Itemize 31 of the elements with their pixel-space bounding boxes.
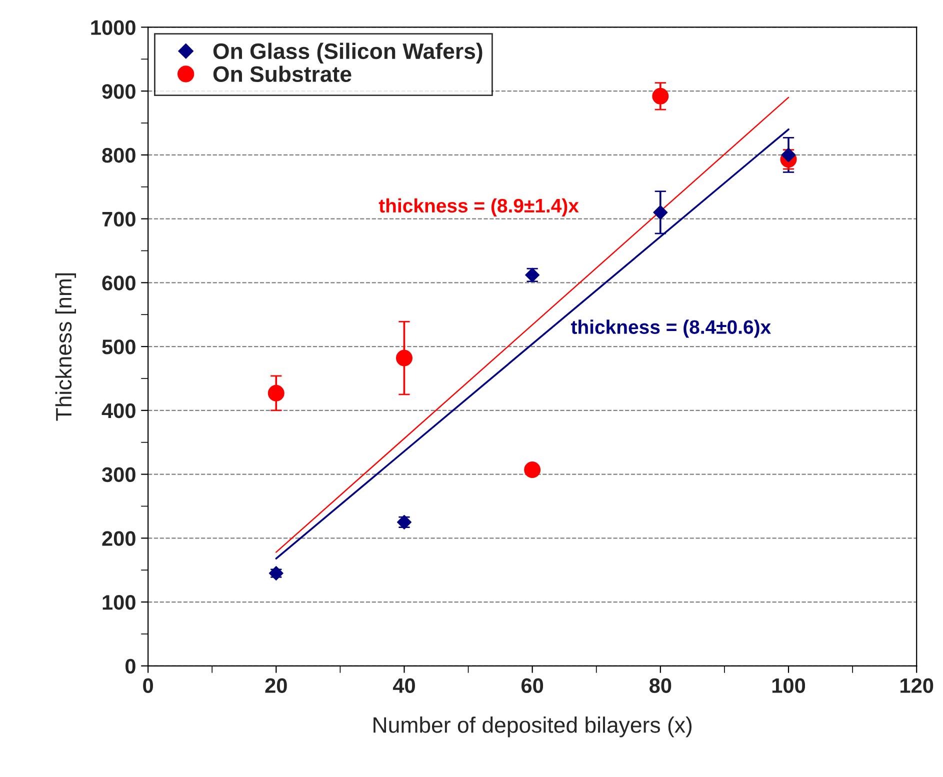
point: [781, 148, 796, 162]
text: thickness = (8.9±1.4)x: [378, 198, 579, 216]
y-tick-label: 0: [125, 658, 136, 674]
y-axis-title: Thickness [nm]: [55, 273, 76, 421]
y-tick-label: 600: [102, 276, 136, 290]
point: [653, 205, 668, 220]
point: [268, 384, 284, 402]
point: [396, 350, 412, 366]
y-tick-label: 300: [102, 467, 136, 482]
x-tick-label: 120: [900, 678, 934, 693]
y-tick-label: 800: [102, 148, 136, 163]
legend-label: On Glass (Silicon Wafers): [213, 42, 482, 64]
y-tick-label: 900: [102, 84, 136, 99]
x-tick-label: 20: [265, 678, 287, 693]
y-tick-label: 500: [102, 340, 136, 354]
y-tick-label: 400: [102, 403, 136, 418]
x-tick-label: 60: [522, 678, 544, 693]
y-tick-label: 700: [102, 212, 136, 227]
x-tick-label: 80: [649, 678, 672, 693]
x-tick-label: 40: [392, 678, 415, 693]
x-axis-title: Number of deposited bilayers (x): [374, 716, 692, 738]
y-tick-label: 1000: [91, 20, 136, 35]
legend-label: On Substrate: [213, 66, 352, 82]
y-tick-label: 200: [102, 531, 136, 546]
point: [524, 462, 541, 478]
point: [652, 88, 669, 104]
series-label: thickness = (8.4±0.6)x: [570, 320, 771, 338]
x-tick-label: 0: [143, 678, 153, 693]
point: [268, 566, 284, 581]
x-tick-label: 100: [772, 678, 806, 693]
y-tick-label: 100: [102, 595, 136, 610]
